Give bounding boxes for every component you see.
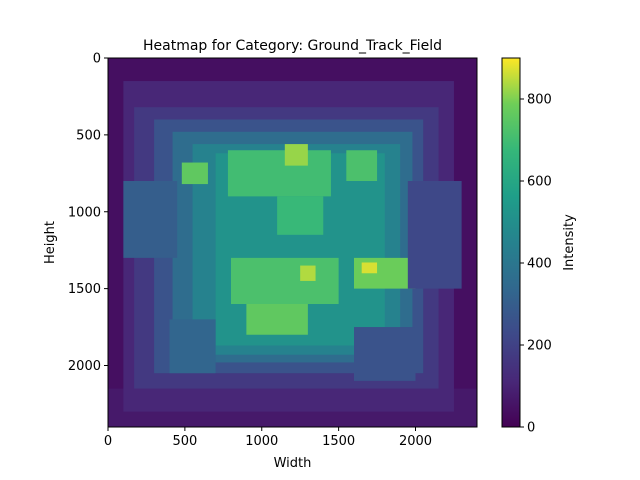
colorbar-tick-label: 400	[527, 257, 552, 272]
heatmap-cell	[407, 181, 462, 289]
colorbar-tick-label: 600	[527, 175, 552, 190]
heatmap-cell	[361, 262, 378, 274]
x-axis: 0 500 1000 1500 2000	[104, 427, 432, 449]
heatmap-cell	[231, 257, 339, 304]
x-tick-label: 1500	[322, 434, 355, 449]
heatmap-cell	[300, 265, 316, 281]
heatmap-cell	[169, 319, 216, 374]
heatmap-cell	[227, 150, 331, 197]
y-axis: 0 500 1000 1500 2000	[68, 52, 108, 374]
plot-area	[108, 58, 477, 427]
y-tick-label: 0	[93, 52, 101, 67]
y-axis-label: Height	[43, 221, 58, 264]
heatmap-cell	[354, 327, 416, 381]
colorbar-tick-label: 0	[527, 421, 535, 436]
y-tick-label: 500	[76, 128, 101, 143]
heatmap-cell	[123, 181, 178, 258]
colorbar-tick-label: 800	[527, 93, 552, 108]
colorbar-axis: 0 200 400 600 800	[520, 93, 552, 436]
x-tick-label: 0	[104, 434, 112, 449]
y-tick-label: 1500	[68, 282, 101, 297]
heatmap-cell	[284, 144, 308, 166]
heatmap-cell	[181, 162, 208, 185]
x-tick-label: 2000	[399, 434, 432, 449]
plot-frame	[107, 57, 478, 428]
y-tick-label: 1000	[68, 205, 101, 220]
y-tick-label: 2000	[68, 359, 101, 374]
heatmap-cell	[246, 304, 308, 335]
x-tick-label: 1000	[245, 434, 278, 449]
heatmap-cell	[346, 150, 378, 181]
x-tick-label: 500	[172, 434, 197, 449]
heatmap-cell	[277, 196, 324, 235]
colorbar-label: Intensity	[562, 214, 577, 271]
colorbar	[501, 57, 521, 428]
chart-title: Heatmap for Category: Ground_Track_Field	[143, 38, 442, 54]
colorbar-tick-label: 200	[527, 339, 552, 354]
x-axis-label: Width	[274, 456, 312, 471]
